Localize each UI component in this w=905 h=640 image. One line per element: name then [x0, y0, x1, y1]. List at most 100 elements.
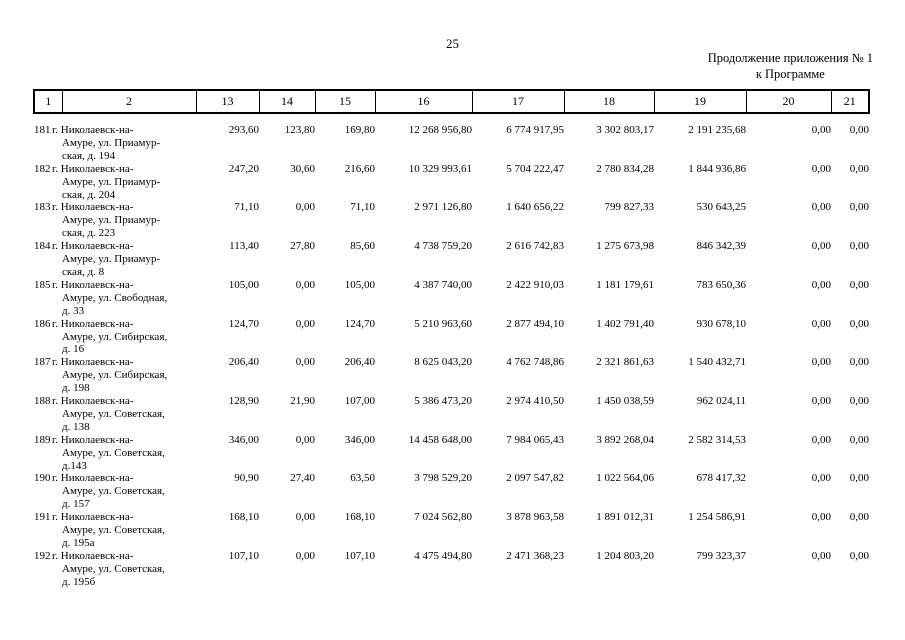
value-cell-19: 1 844 936,86 — [688, 162, 746, 175]
value-cell-21: 0,00 — [849, 356, 869, 369]
value-cell-19: 1 540 432,71 — [688, 356, 746, 369]
value-cell-20: 0,00 — [811, 472, 831, 485]
column-header-18: 18 — [563, 89, 655, 114]
value-cell-20: 0,00 — [811, 124, 831, 136]
value-cell-21: 0,00 — [849, 395, 869, 408]
column-header-17: 17 — [471, 89, 565, 114]
value-cell-15: 169,80 — [344, 124, 375, 136]
address-cell: г. Николаевск-на- Амуре, ул. Приамур- ск… — [52, 162, 161, 201]
value-cell-19: 799 323,37 — [696, 549, 747, 562]
value-cell-17: 5 704 222,47 — [506, 162, 564, 175]
value-cell-19: 783 650,36 — [696, 278, 747, 291]
address-cell: г. Николаевск-на- Амуре, ул. Приамур- ск… — [52, 124, 161, 162]
column-header-21: 21 — [830, 89, 870, 114]
column-header-19: 19 — [653, 89, 747, 114]
value-cell-14: 0,00 — [295, 433, 315, 446]
value-cell-21: 0,00 — [849, 240, 869, 253]
value-cell-16: 14 458 648,00 — [408, 433, 472, 446]
value-cell-13: 206,40 — [228, 356, 259, 369]
column-header-15: 15 — [314, 89, 376, 114]
appendix-note-line2: к Программе — [755, 67, 825, 81]
value-cell-18: 1 204 803,20 — [596, 549, 654, 562]
value-cell-21: 0,00 — [849, 549, 869, 562]
value-cell-20: 0,00 — [811, 395, 831, 408]
value-cell-17: 4 762 748,86 — [506, 356, 564, 369]
value-cell-14: 0,00 — [295, 356, 315, 369]
column-header-13: 13 — [195, 89, 260, 114]
value-cell-15: 346,00 — [344, 433, 375, 446]
value-cell-17: 6 774 917,95 — [506, 124, 564, 136]
value-cell-14: 123,80 — [284, 124, 315, 136]
value-cell-16: 8 625 043,20 — [414, 356, 472, 369]
value-cell-19: 678 417,32 — [696, 472, 747, 485]
value-cell-18: 1 402 791,40 — [596, 317, 654, 330]
value-cell-15: 107,00 — [344, 395, 375, 408]
value-cell-16: 12 268 956,80 — [408, 124, 472, 136]
value-cell-15: 206,40 — [344, 356, 375, 369]
value-cell-17: 7 984 065,43 — [506, 433, 564, 446]
value-cell-16: 2 971 126,80 — [414, 201, 472, 214]
value-cell-17: 2 877 494,10 — [506, 317, 564, 330]
row-number: 183 — [34, 201, 51, 214]
value-cell-16: 4 738 759,20 — [414, 240, 472, 253]
address-cell: г. Николаевск-на- Амуре, ул. Приамур- ск… — [52, 240, 161, 278]
address-cell: г. Николаевск-на- Амуре, ул. Сибирская, … — [52, 356, 168, 395]
value-cell-17: 2 422 910,03 — [506, 278, 564, 291]
value-cell-17: 2 616 742,83 — [506, 240, 564, 253]
table-row-186: 186 г. Николаевск-на- Амуре, ул. Сибирск… — [34, 318, 869, 357]
row-number: 186 — [34, 317, 51, 330]
value-cell-13: 71,10 — [234, 201, 259, 214]
value-cell-20: 0,00 — [811, 162, 831, 175]
value-cell-16: 4 475 494,80 — [414, 549, 472, 562]
value-cell-18: 1 891 012,31 — [596, 511, 654, 524]
address-cell: г. Николаевск-на- Амуре, ул. Свободная, … — [52, 278, 168, 317]
column-header-16: 16 — [374, 89, 473, 114]
table-header-row: 1 2 13 14 15 16 17 18 19 20 21 — [33, 89, 870, 114]
table-row-187: 187 г. Николаевск-на- Амуре, ул. Сибирск… — [34, 356, 869, 395]
value-cell-16: 3 798 529,20 — [414, 472, 472, 485]
value-cell-14: 0,00 — [295, 278, 315, 291]
page-number: 25 — [446, 36, 459, 51]
value-cell-15: 85,60 — [350, 240, 375, 253]
value-cell-16: 5 210 963,60 — [414, 317, 472, 330]
value-cell-14: 27,80 — [290, 240, 315, 253]
row-number: 185 — [34, 278, 51, 291]
value-cell-20: 0,00 — [811, 356, 831, 369]
value-cell-15: 124,70 — [344, 317, 375, 330]
value-cell-13: 105,00 — [228, 278, 259, 291]
value-cell-13: 247,20 — [228, 162, 259, 175]
column-header-20: 20 — [745, 89, 832, 114]
table-row-188: 188 г. Николаевск-на- Амуре, ул. Советск… — [34, 395, 869, 434]
address-cell: г. Николаевск-на- Амуре, ул. Советская, … — [52, 433, 165, 472]
row-number: 182 — [34, 162, 51, 175]
value-cell-19: 930 678,10 — [696, 317, 747, 330]
table-row-190: 190 г. Николаевск-на- Амуре, ул. Советск… — [34, 472, 869, 511]
value-cell-13: 124,70 — [228, 317, 259, 330]
value-cell-19: 1 254 586,91 — [688, 511, 746, 524]
table-row-182: 182 г. Николаевск-на- Амуре, ул. Приамур… — [34, 163, 869, 202]
table-row-189: 189 г. Николаевск-на- Амуре, ул. Советск… — [34, 434, 869, 473]
value-cell-21: 0,00 — [849, 278, 869, 291]
value-cell-20: 0,00 — [811, 433, 831, 446]
address-cell: г. Николаевск-на- Амуре, ул. Советская, … — [52, 472, 165, 511]
value-cell-21: 0,00 — [849, 124, 869, 136]
value-cell-16: 5 386 473,20 — [414, 395, 472, 408]
appendix-note-line1: Продолжение приложения № 1 — [707, 51, 873, 65]
value-cell-18: 3 302 803,17 — [596, 124, 654, 136]
value-cell-20: 0,00 — [811, 240, 831, 253]
value-cell-21: 0,00 — [849, 162, 869, 175]
column-header-1: 1 — [33, 89, 63, 114]
row-number: 191 — [34, 511, 51, 524]
value-cell-14: 27,40 — [290, 472, 315, 485]
value-cell-15: 168,10 — [344, 511, 375, 524]
table-row-191: 191 г. Николаевск-на- Амуре, ул. Советск… — [34, 511, 869, 550]
value-cell-14: 0,00 — [295, 511, 315, 524]
column-header-2: 2 — [61, 89, 197, 114]
row-number: 188 — [34, 395, 51, 408]
value-cell-14: 0,00 — [295, 201, 315, 214]
value-cell-13: 168,10 — [228, 511, 259, 524]
table-row-181: 181 г. Николаевск-на- Амуре, ул. Приамур… — [34, 124, 869, 163]
row-number: 192 — [34, 549, 51, 562]
table-row-183: 183 г. Николаевск-на- Амуре, ул. Приамур… — [34, 201, 869, 240]
